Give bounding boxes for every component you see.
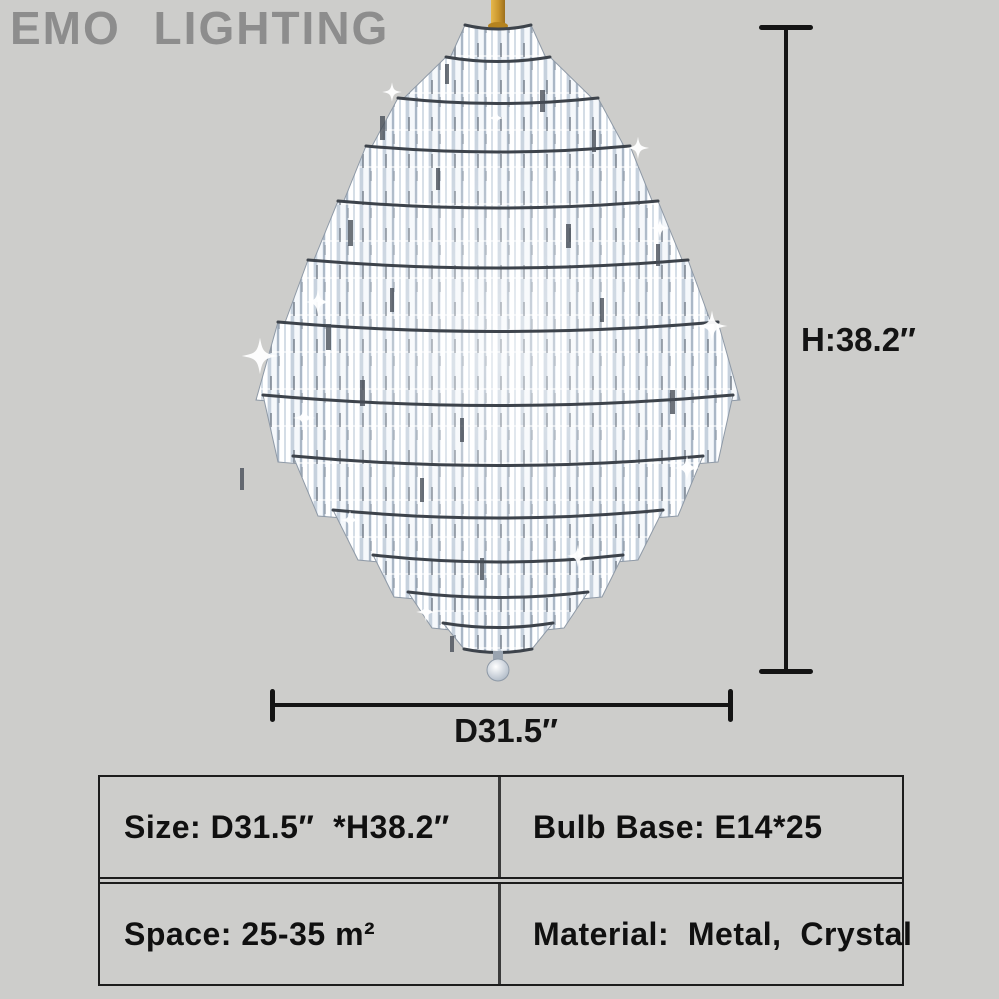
- height-dimension-cap-top: [759, 25, 813, 30]
- spec-cell-space: Space: 25-35 m²: [100, 884, 501, 984]
- height-dimension-label: H:38.2″: [801, 321, 916, 358]
- crystal-ball-finial: [486, 651, 510, 682]
- diameter-dimension-cap-left: [270, 689, 275, 722]
- diameter-dimension-label: D31.5″: [454, 712, 558, 749]
- height-dimension-cap-bottom: [759, 669, 813, 674]
- spec-table-row-1: Size: D31.5″ *H38.2″ Bulb Base: E14*25: [100, 777, 902, 877]
- chandelier-photo: [240, 0, 741, 682]
- spec-table-row-divider: [100, 877, 902, 884]
- crystal-shadow-slots: [240, 64, 675, 652]
- spec-cell-bulb-base: Bulb Base: E14*25: [533, 808, 823, 845]
- spec-cell-size: Size: D31.5″ *H38.2″: [100, 777, 501, 877]
- light-glow: [293, 105, 703, 595]
- diameter-dimension-line: [272, 703, 731, 707]
- spec-cell-material: Material: Metal, Crystal: [533, 915, 913, 952]
- brand-watermark: EMO LIGHTING: [10, 2, 390, 54]
- diameter-dimension-cap-right: [728, 689, 733, 722]
- spec-table-row-2: Space: 25-35 m² Material: Metal, Crystal: [100, 884, 912, 984]
- spec-table: Size: D31.5″ *H38.2″ Bulb Base: E14*25 S…: [98, 775, 912, 986]
- height-dimension-line: [784, 27, 788, 673]
- ceiling-stem: [488, 0, 508, 30]
